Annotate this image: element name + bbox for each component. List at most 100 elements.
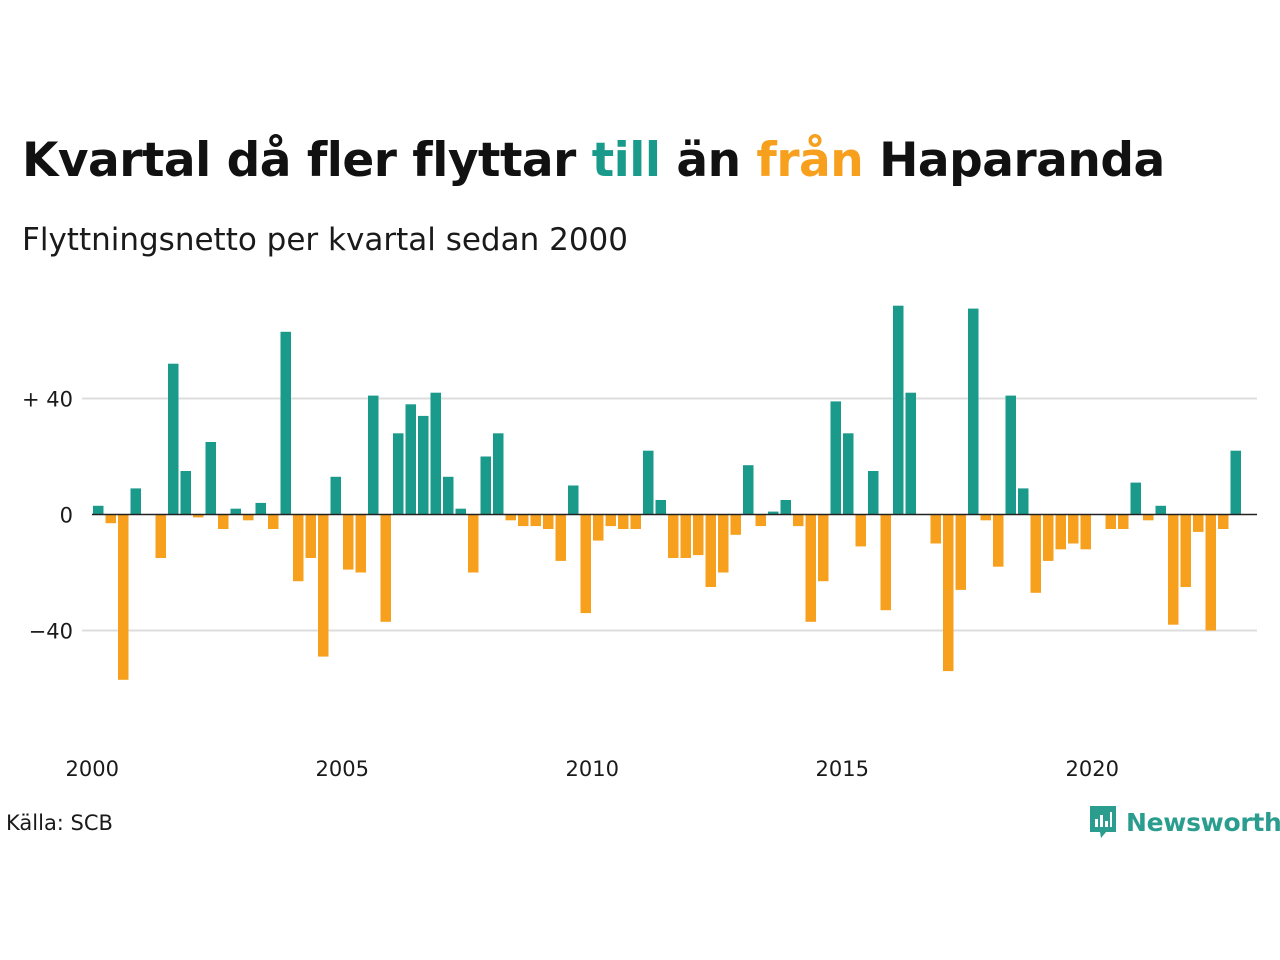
bar: [668, 514, 679, 558]
bar: [955, 514, 966, 590]
bar: [555, 514, 566, 561]
y-tick-label: + 40: [22, 388, 73, 412]
bar: [443, 476, 454, 515]
bar: [1180, 514, 1191, 587]
y-tick-labels: + 40 0 −40: [22, 388, 73, 644]
bar: [943, 514, 954, 672]
bar: [1043, 514, 1054, 561]
x-tick-label: 2010: [566, 757, 619, 781]
x-tick-labels: 2000 2005 2010 2015 2020: [66, 757, 1119, 781]
bar: [1105, 514, 1116, 529]
bar: [530, 514, 541, 527]
bar: [818, 514, 829, 582]
title-fran: från: [756, 133, 864, 188]
bar: [118, 514, 129, 680]
bar: [1205, 514, 1216, 631]
bar: [405, 404, 416, 515]
bar: [1193, 514, 1204, 532]
bars: [93, 305, 1241, 680]
bar: [493, 433, 504, 515]
bar: [855, 514, 866, 547]
bar: [968, 308, 979, 515]
x-tick-label: 2020: [1066, 757, 1119, 781]
brand-name: Newsworthy: [1126, 807, 1280, 837]
x-tick-label: 2000: [66, 757, 119, 781]
grid-lines: [82, 397, 1257, 632]
bar: [318, 514, 329, 657]
bar: [580, 514, 591, 614]
bar: [593, 514, 604, 541]
bar: [168, 363, 179, 515]
bar: [455, 508, 466, 515]
bar: [980, 514, 991, 521]
bar: [605, 514, 616, 527]
title-part-2: än: [660, 133, 757, 188]
bar: [355, 514, 366, 573]
chart-title: Kvartal då fler flyttar till än från Hap…: [22, 133, 1165, 188]
bar: [1068, 514, 1079, 544]
bar: [768, 511, 779, 515]
brand-logo: Newsworthy: [1088, 804, 1280, 840]
x-tick-label: 2005: [316, 757, 369, 781]
bar: [705, 514, 716, 587]
bar: [868, 471, 879, 515]
bar: [218, 514, 229, 529]
bar: [1155, 505, 1166, 515]
bar: [680, 514, 691, 558]
bar: [93, 505, 104, 515]
bar: [1055, 514, 1066, 550]
x-tick-label: 2015: [816, 757, 869, 781]
bar: [1168, 514, 1179, 625]
bar: [843, 433, 854, 515]
bar: [718, 514, 729, 573]
chart-subtitle: Flyttningsnetto per kvartal sedan 2000: [22, 222, 628, 258]
bar: [305, 514, 316, 558]
bar: [993, 514, 1004, 567]
bar: [293, 514, 304, 582]
bar: [805, 514, 816, 622]
bar: [618, 514, 629, 529]
bar: [1130, 482, 1141, 515]
bar: [730, 514, 741, 535]
bar: [205, 442, 216, 515]
bar: [255, 502, 266, 515]
y-tick-label: 0: [60, 504, 73, 528]
bar: [180, 471, 191, 515]
bar: [1143, 514, 1154, 521]
bar: [105, 514, 116, 524]
bar: [393, 433, 404, 515]
bar-chart-speech-bubble-icon: [1090, 806, 1116, 838]
y-tick-label: −40: [29, 620, 73, 644]
bar: [418, 415, 429, 515]
bar: [755, 514, 766, 527]
source-note: Källa: SCB: [6, 811, 113, 835]
bar: [230, 508, 241, 515]
bar: [343, 514, 354, 570]
bar: [1218, 514, 1229, 529]
bar: [1005, 395, 1016, 515]
bar: [780, 500, 791, 515]
bar: [380, 514, 391, 622]
bar: [1080, 514, 1091, 550]
title-part-1: Kvartal då fler flyttar: [22, 133, 592, 188]
bar: [430, 392, 441, 515]
bar: [880, 514, 891, 611]
bar: [568, 485, 579, 515]
bar: [743, 465, 754, 515]
bar: [505, 514, 516, 521]
bar: [468, 514, 479, 573]
bar: [693, 514, 704, 556]
bar: [368, 395, 379, 515]
bar: [130, 488, 141, 515]
bar: [518, 514, 529, 527]
title-till: till: [591, 133, 661, 188]
bar: [330, 476, 341, 515]
bar: [543, 514, 554, 529]
bar: [1030, 514, 1041, 593]
bar: [905, 392, 916, 515]
bar: [1018, 488, 1029, 515]
bar: [930, 514, 941, 544]
bar: [268, 514, 279, 529]
bar: [1230, 450, 1241, 515]
